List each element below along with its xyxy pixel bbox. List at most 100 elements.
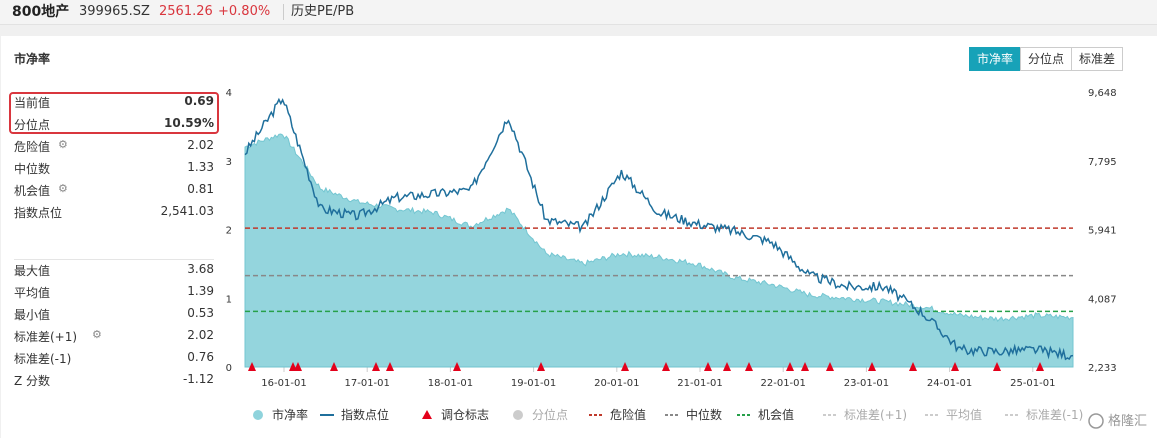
y-right-tick-label: 2,233 — [1088, 363, 1117, 374]
rebalance-marker — [909, 362, 917, 371]
stat-value: 2,541.03 — [160, 204, 214, 218]
y-left-tick-label: 4 — [226, 88, 232, 99]
stat-label: 当前值 — [14, 96, 51, 110]
watermark-text: 格隆汇 — [1108, 413, 1147, 429]
stat-label: 机会值 — [14, 184, 51, 198]
current-value-highlight — [9, 92, 219, 134]
watermark-logo-icon — [1088, 413, 1104, 429]
gear-icon[interactable]: ⚙ — [58, 182, 68, 195]
stat-row: 机会值 ⚙ 0.81 — [14, 180, 214, 200]
stat-value: 0.81 — [187, 182, 214, 196]
legend-label[interactable]: 市净率 — [272, 407, 308, 422]
index-price: 2561.26 — [159, 4, 213, 19]
stat-value: 0.53 — [187, 306, 214, 320]
x-tick-label: 23-01-01 — [844, 378, 889, 389]
stat-label: 指数点位 — [14, 206, 63, 220]
stat-row: 危险值 ⚙ 2.02 — [14, 136, 214, 156]
toggle-stddev-button[interactable]: 标准差 — [1071, 47, 1124, 71]
gear-icon[interactable]: ⚙ — [92, 328, 102, 341]
legend-label[interactable]: 中位数 — [686, 407, 722, 422]
stat-value: 1.33 — [187, 160, 214, 174]
legend-label[interactable]: 平均值 — [946, 407, 982, 422]
y-left-tick-label: 1 — [226, 294, 232, 305]
header-divider — [283, 4, 284, 20]
x-tick-label: 25-01-01 — [1010, 378, 1055, 389]
rebalance-marker — [993, 362, 1001, 371]
x-tick-label: 16-01-01 — [261, 378, 306, 389]
y-right-tick-label: 7,795 — [1088, 157, 1117, 168]
rebalance-marker — [453, 362, 461, 371]
stat-value: 0.69 — [184, 94, 214, 108]
stat-value: -1.12 — [182, 372, 214, 386]
pb-area-series — [244, 133, 1074, 368]
y-right-tick-label: 4,087 — [1088, 294, 1117, 305]
stat-value: 2.02 — [187, 328, 214, 342]
stat-row: 当前值 0.69 — [14, 92, 214, 112]
stat-row: Z 分数 -1.12 — [14, 370, 214, 390]
rebalance-marker — [723, 362, 731, 371]
rebalance-marker — [1036, 362, 1044, 371]
rebalance-marker — [786, 362, 794, 371]
rebalance-marker — [621, 362, 629, 371]
panel-title: 市净率 — [14, 52, 51, 66]
rebalance-marker — [801, 362, 809, 371]
rebalance-marker — [537, 362, 545, 371]
x-tick-label: 24-01-01 — [927, 378, 972, 389]
stat-label: 危险值 — [14, 140, 51, 154]
stat-row: 最大值 3.68 — [14, 260, 214, 280]
rebalance-marker — [248, 362, 256, 371]
index-change: +0.80% — [218, 4, 271, 19]
index-code: 399965.SZ — [79, 4, 150, 19]
legend-swatch — [513, 410, 523, 420]
header-bar: 800地产 399965.SZ 2561.26 +0.80% 历史PE/PB — [0, 0, 1157, 25]
tab-history-pe-pb[interactable]: 历史PE/PB — [291, 4, 355, 19]
x-tick-label: 22-01-01 — [761, 378, 806, 389]
rebalance-marker — [826, 362, 834, 371]
y-right-tick-label: 9,648 — [1088, 88, 1117, 99]
legend-label[interactable]: 指数点位 — [341, 407, 389, 422]
legend-swatch — [422, 410, 432, 419]
x-tick-label: 21-01-01 — [677, 378, 722, 389]
legend-label[interactable]: 调仓标志 — [441, 408, 489, 422]
rebalance-marker — [330, 362, 338, 371]
stat-row: 标准差(-1) 0.76 — [14, 348, 214, 368]
toggle-group: 市净率 分位点 标准差 — [969, 47, 1124, 71]
chart-panel — [1, 36, 1157, 438]
y-left-tick-label: 0 — [226, 363, 232, 374]
y-left-tick-label: 2 — [226, 226, 232, 237]
stat-value: 1.39 — [187, 284, 214, 298]
legend-label[interactable]: 标准差(+1) — [844, 408, 907, 422]
rebalance-marker — [951, 362, 959, 371]
legend-label[interactable]: 机会值 — [758, 407, 794, 422]
stat-label: 分位点 — [14, 118, 51, 132]
rebalance-marker — [386, 362, 394, 371]
stat-row: 分位点 10.59% — [14, 114, 214, 134]
x-tick-label: 19-01-01 — [511, 378, 556, 389]
stat-row: 标准差(+1) ⚙ 2.02 — [14, 326, 214, 346]
stat-label: 最大值 — [14, 264, 51, 278]
legend-label[interactable]: 分位点 — [532, 407, 568, 422]
legend-swatch — [253, 410, 263, 420]
stat-label: 最小值 — [14, 308, 51, 322]
index-line-series — [244, 97, 1074, 361]
x-tick-label: 20-01-01 — [594, 378, 639, 389]
rebalance-marker — [745, 362, 753, 371]
stat-value: 2.02 — [187, 138, 214, 152]
rebalance-marker — [662, 362, 670, 371]
gear-icon[interactable]: ⚙ — [58, 138, 68, 151]
stat-value: 0.76 — [187, 350, 214, 364]
legend-label[interactable]: 标准差(-1) — [1026, 408, 1083, 422]
legend-label[interactable]: 危险值 — [610, 407, 646, 422]
index-name: 800地产 — [12, 4, 70, 20]
stat-label: 平均值 — [14, 286, 51, 300]
stat-value: 3.68 — [187, 262, 214, 276]
x-tick-label: 17-01-01 — [345, 378, 390, 389]
y-left-tick-label: 3 — [226, 157, 232, 168]
rebalance-marker — [868, 362, 876, 371]
stat-value: 10.59% — [164, 116, 214, 130]
rebalance-marker — [704, 362, 712, 371]
stat-row: 中位数 1.33 — [14, 158, 214, 178]
rebalance-marker — [372, 362, 380, 371]
stat-row: 最小值 0.53 — [14, 304, 214, 324]
